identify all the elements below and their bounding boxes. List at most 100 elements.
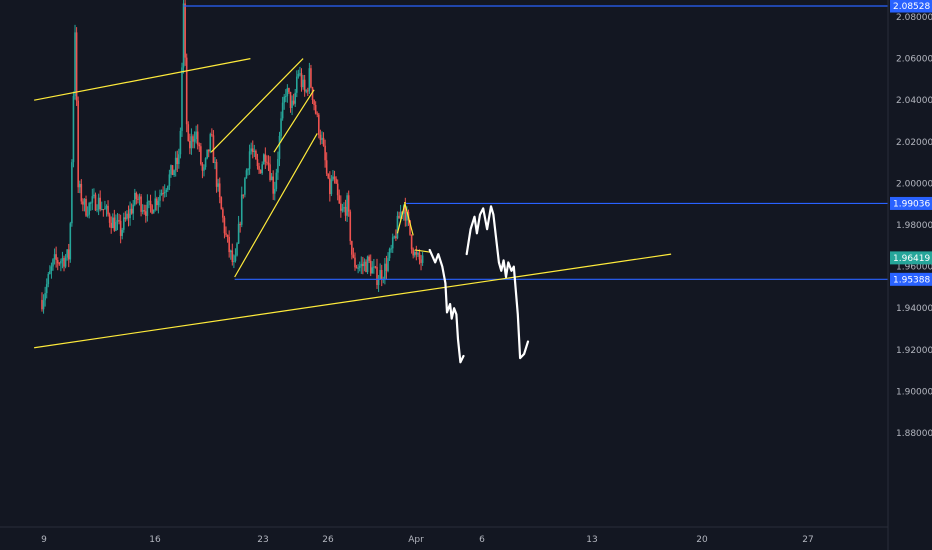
projection-layer [428, 205, 530, 364]
candle-body [251, 148, 254, 152]
candle-body [272, 176, 275, 194]
candle-body [189, 141, 191, 149]
candle-body [179, 130, 182, 155]
candle-body [288, 88, 290, 92]
candle-body [55, 254, 57, 261]
candle-body [270, 176, 273, 181]
candle-body [234, 255, 237, 261]
candle-body [379, 269, 381, 280]
price-tag-box-2 [890, 251, 932, 265]
candle-body [226, 234, 229, 237]
candle-body [49, 271, 51, 274]
projection-path-0 [428, 248, 465, 364]
candle-body [182, 3, 185, 68]
candle-body [174, 157, 177, 171]
projection-path-1 [465, 205, 530, 360]
candle-body [115, 221, 117, 231]
candle-body [344, 206, 347, 216]
candle-body [160, 192, 163, 196]
x-tick-label: 13 [586, 535, 597, 545]
candle-body [258, 166, 260, 170]
candle-body [390, 248, 392, 250]
candle-body [47, 273, 50, 285]
candle-body [313, 100, 315, 106]
candle-layer [41, 0, 424, 314]
candle-body [80, 183, 83, 202]
candle-body [388, 248, 391, 259]
candle-body [242, 194, 245, 196]
candle-body [393, 236, 396, 238]
candle-body [398, 215, 400, 219]
price-tag-label-3: 1.95388 [893, 275, 930, 285]
candle-body [409, 220, 411, 235]
candle-body [75, 32, 78, 101]
price-axis[interactable]: 2.08000 2.06000 2.04000 2.02000 2.00000 1.980… [896, 13, 932, 439]
candle-body [253, 150, 256, 152]
x-tick-label: 26 [322, 535, 334, 545]
candle-body [262, 154, 265, 165]
candle-body [247, 168, 249, 171]
candle-body [126, 213, 128, 219]
candle-body [225, 233, 227, 235]
trendline-4 [273, 89, 315, 153]
candle-body [135, 192, 138, 199]
candle-body [363, 261, 366, 267]
candle-body [78, 183, 81, 188]
candle-body [56, 260, 59, 264]
candle-body [86, 214, 89, 216]
y-tick-label: 2.08000 [896, 13, 932, 23]
candle-body [108, 214, 111, 223]
candle-body [248, 151, 251, 169]
candle-body [195, 131, 197, 140]
candle-body [410, 234, 413, 250]
candle-body [275, 172, 278, 189]
candle-body [305, 90, 308, 92]
candle-body [60, 260, 62, 264]
candle-body [412, 249, 414, 256]
candle-body [176, 157, 179, 164]
y-tick-label: 2.06000 [896, 55, 932, 65]
candle-body [333, 176, 336, 179]
candle-body [121, 229, 124, 236]
candle-body [338, 195, 341, 204]
x-tick-label: 23 [257, 535, 268, 545]
candle-body [341, 208, 344, 211]
candle-body [214, 161, 216, 163]
candle-body [146, 201, 149, 216]
candle-body [417, 252, 419, 255]
candle-body [148, 200, 150, 202]
trendline-5 [396, 201, 406, 234]
candle-body [354, 257, 356, 268]
candle-body [349, 211, 352, 242]
candle-body [324, 145, 326, 161]
candle-body [385, 263, 388, 271]
x-tick-label: 27 [802, 535, 813, 545]
candle-body [335, 178, 337, 184]
candle-body [355, 267, 358, 269]
x-tick-label: 20 [696, 535, 708, 545]
candle-body [207, 149, 210, 152]
candle-body [292, 100, 295, 104]
candle-body [376, 267, 378, 286]
y-tick-label: 1.98000 [896, 221, 932, 231]
candle-body [198, 144, 201, 147]
candle-body [240, 194, 243, 225]
candle-body [192, 136, 194, 142]
candle-body [269, 164, 271, 181]
candle-body [127, 213, 130, 219]
y-tick-label: 1.94000 [896, 304, 932, 314]
candle-body [329, 178, 331, 195]
candle-body [99, 197, 101, 210]
candle-body [360, 263, 363, 267]
time-axis[interactable]: 9 16 23 26 Apr 6 13 20 27 [41, 535, 814, 545]
candle-body [233, 260, 235, 263]
candle-body [277, 158, 279, 173]
trendline-7 [414, 249, 430, 253]
candle-body [102, 209, 105, 211]
candle-body [256, 159, 259, 167]
candle-body [124, 217, 127, 219]
candle-body [100, 209, 103, 211]
candle-body [218, 183, 221, 198]
candle-body [85, 198, 87, 216]
